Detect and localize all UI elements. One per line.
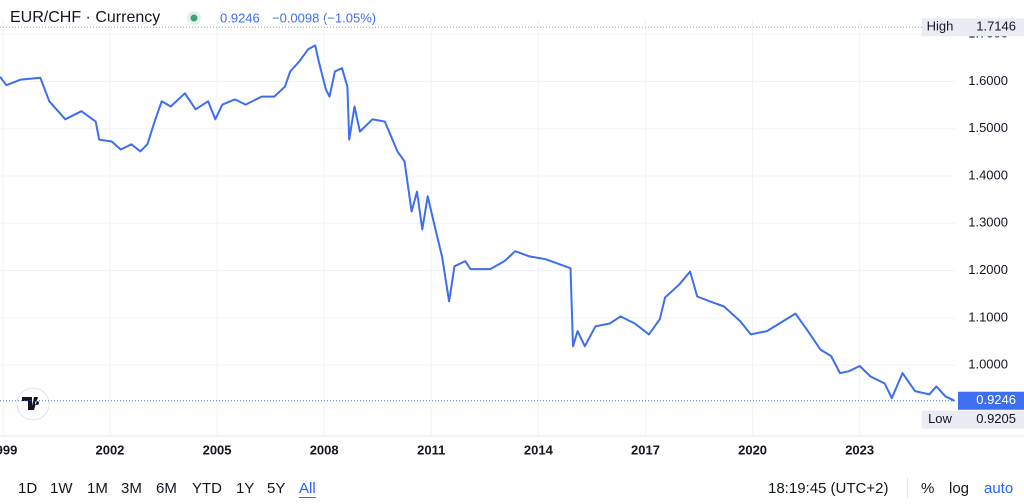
range-button[interactable]: 1D <box>18 480 38 497</box>
x-tick-label: 2017 <box>631 442 660 457</box>
x-tick-label: 2014 <box>524 442 554 457</box>
header-price: 0.9246 <box>220 10 260 25</box>
y-tick-label: 1.2000 <box>968 262 1008 277</box>
range-button[interactable]: All <box>299 480 316 497</box>
y-tick-label: 1.1000 <box>968 309 1008 324</box>
x-tick-label: 2005 <box>203 442 232 457</box>
range-button[interactable]: 3M <box>121 480 142 497</box>
y-tick-label: 1.6000 <box>968 73 1008 88</box>
range-button[interactable]: YTD <box>192 480 222 497</box>
range-button[interactable]: 1W <box>50 480 73 497</box>
x-tick-label: 2002 <box>95 442 124 457</box>
status-dot <box>190 14 198 22</box>
range-button[interactable]: 6M <box>156 480 177 497</box>
high-label-bg <box>922 18 958 37</box>
price-line <box>0 44 955 402</box>
y-tick-label: 1.5000 <box>968 120 1008 135</box>
high-tag <box>958 18 1024 37</box>
chart: EUR/CHF · Currency 0.9246 −0.0098 (−1.05… <box>0 9 1024 457</box>
x-tick-label: 2020 <box>738 442 767 457</box>
toolbar: 1D 1W 1M 3M 6M YTD 1Y 5Y All 18:19:45 (UTC+2)% log… <box>0 472 1024 504</box>
y-tick-label: 1.0000 <box>968 357 1008 372</box>
y-tick-label: 1.3000 <box>968 215 1008 230</box>
range-button[interactable]: 1M <box>87 480 108 497</box>
header-change: −0.0098 (−1.05%) <box>272 10 376 25</box>
high-label: High <box>927 19 954 34</box>
clock: 18:19:45 (UTC+2) <box>768 480 889 497</box>
low-value: 0.9205 <box>976 411 1016 426</box>
last-price-value: 0.9246 <box>976 392 1016 407</box>
x-tick-label: 2023 <box>845 442 874 457</box>
scale-option[interactable]: % <box>921 480 935 497</box>
chart-title: EUR/CHF · Currency <box>10 9 160 26</box>
low-label-bg <box>922 410 958 429</box>
x-tick-label: 1999 <box>0 442 17 457</box>
low-tag <box>958 410 1024 429</box>
scale-option[interactable]: auto <box>984 480 1014 497</box>
separator <box>907 478 908 498</box>
range-button[interactable]: 5Y <box>267 480 286 497</box>
logo <box>16 387 50 421</box>
x-tick-label: 2008 <box>310 442 339 457</box>
scale-option[interactable]: log <box>949 480 970 497</box>
high-value: 1.7146 <box>976 19 1016 34</box>
last-price-tag <box>958 391 1024 410</box>
y-tick-label: 1.4000 <box>968 167 1008 182</box>
low-label: Low <box>928 411 952 426</box>
x-tick-label: 2011 <box>417 442 445 457</box>
range-button[interactable]: 1Y <box>236 480 255 497</box>
